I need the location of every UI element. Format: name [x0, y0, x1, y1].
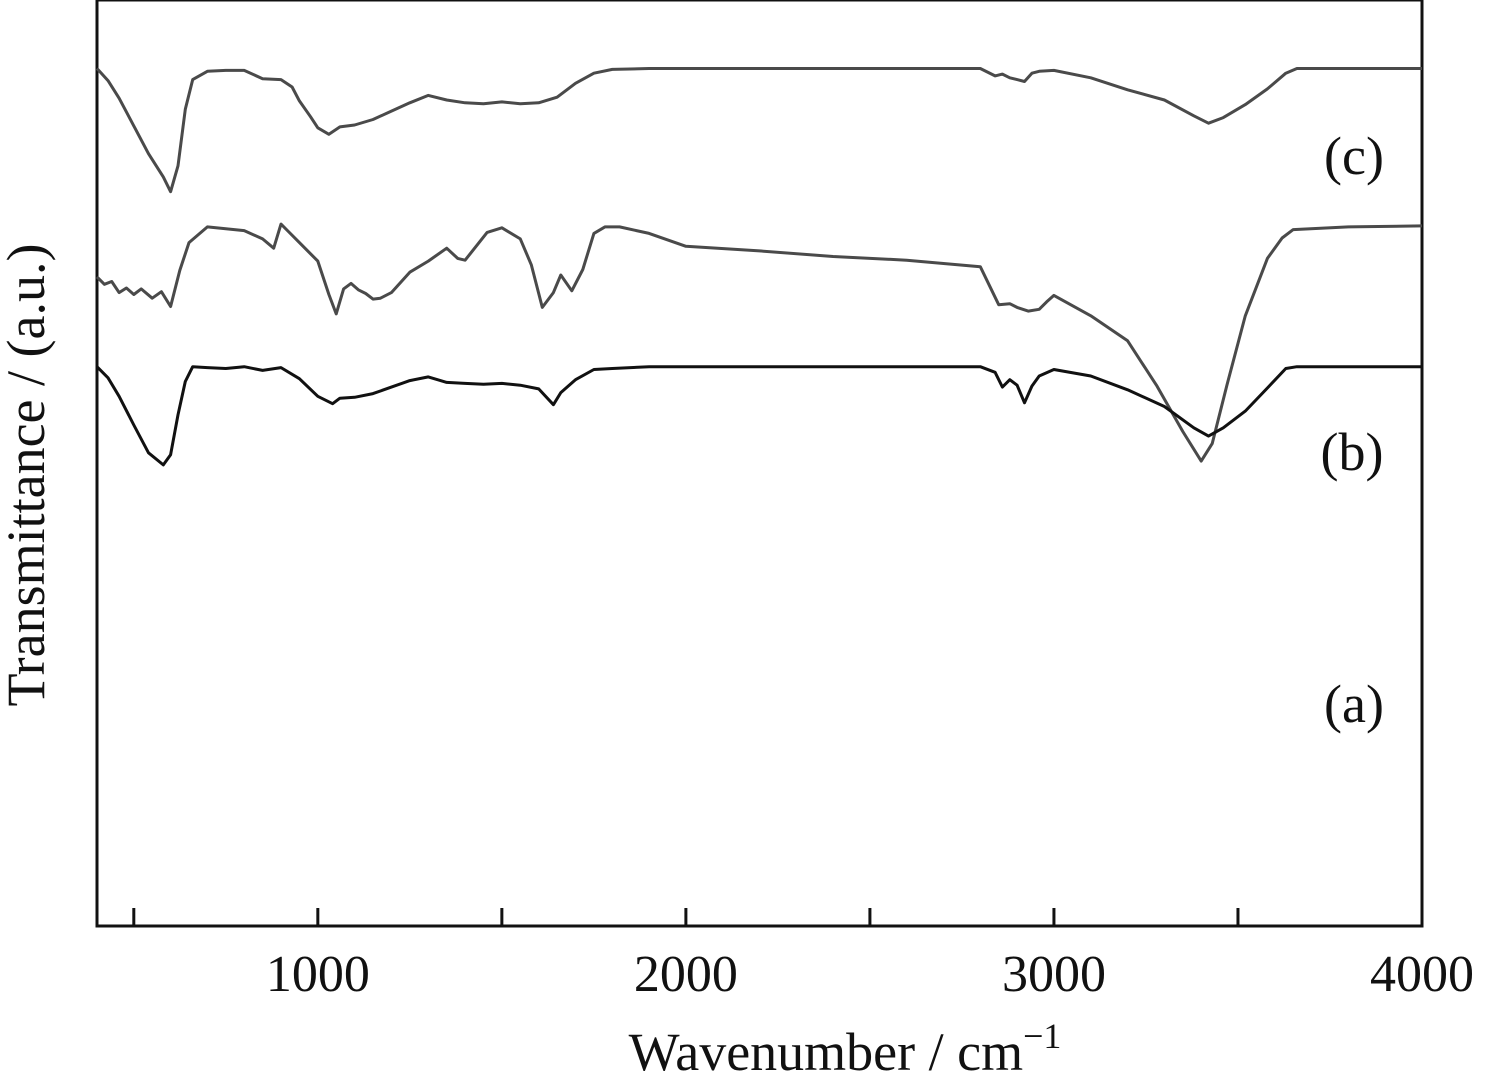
series-label-b: (b) [1321, 422, 1384, 482]
series-line-a [95, 222, 1423, 463]
x-axis-title: Wavenumber / cm−1 [629, 1016, 1062, 1081]
y-axis-title: Transmittance / (a.u.) [0, 244, 56, 707]
x-tick-label: 4000 [1370, 946, 1474, 1003]
x-axis-title-main: Wavenumber / cm [629, 1022, 1024, 1081]
x-tick-label: 2000 [634, 946, 738, 1003]
x-axis-title-superscript: −1 [1023, 1016, 1061, 1056]
series-layer [95, 67, 1423, 467]
series-label-a: (a) [1324, 674, 1384, 734]
x-axis-tick-labels: 1000 2000 3000 4000 [266, 946, 1474, 1003]
x-tick-label: 3000 [1002, 946, 1106, 1003]
x-tick-label: 1000 [266, 946, 370, 1003]
x-axis-ticks [132, 908, 1424, 926]
plot-frame [95, 0, 1424, 928]
series-line-c [95, 67, 1422, 194]
series-line-b [95, 365, 1422, 467]
series-label-c: (c) [1324, 126, 1384, 186]
